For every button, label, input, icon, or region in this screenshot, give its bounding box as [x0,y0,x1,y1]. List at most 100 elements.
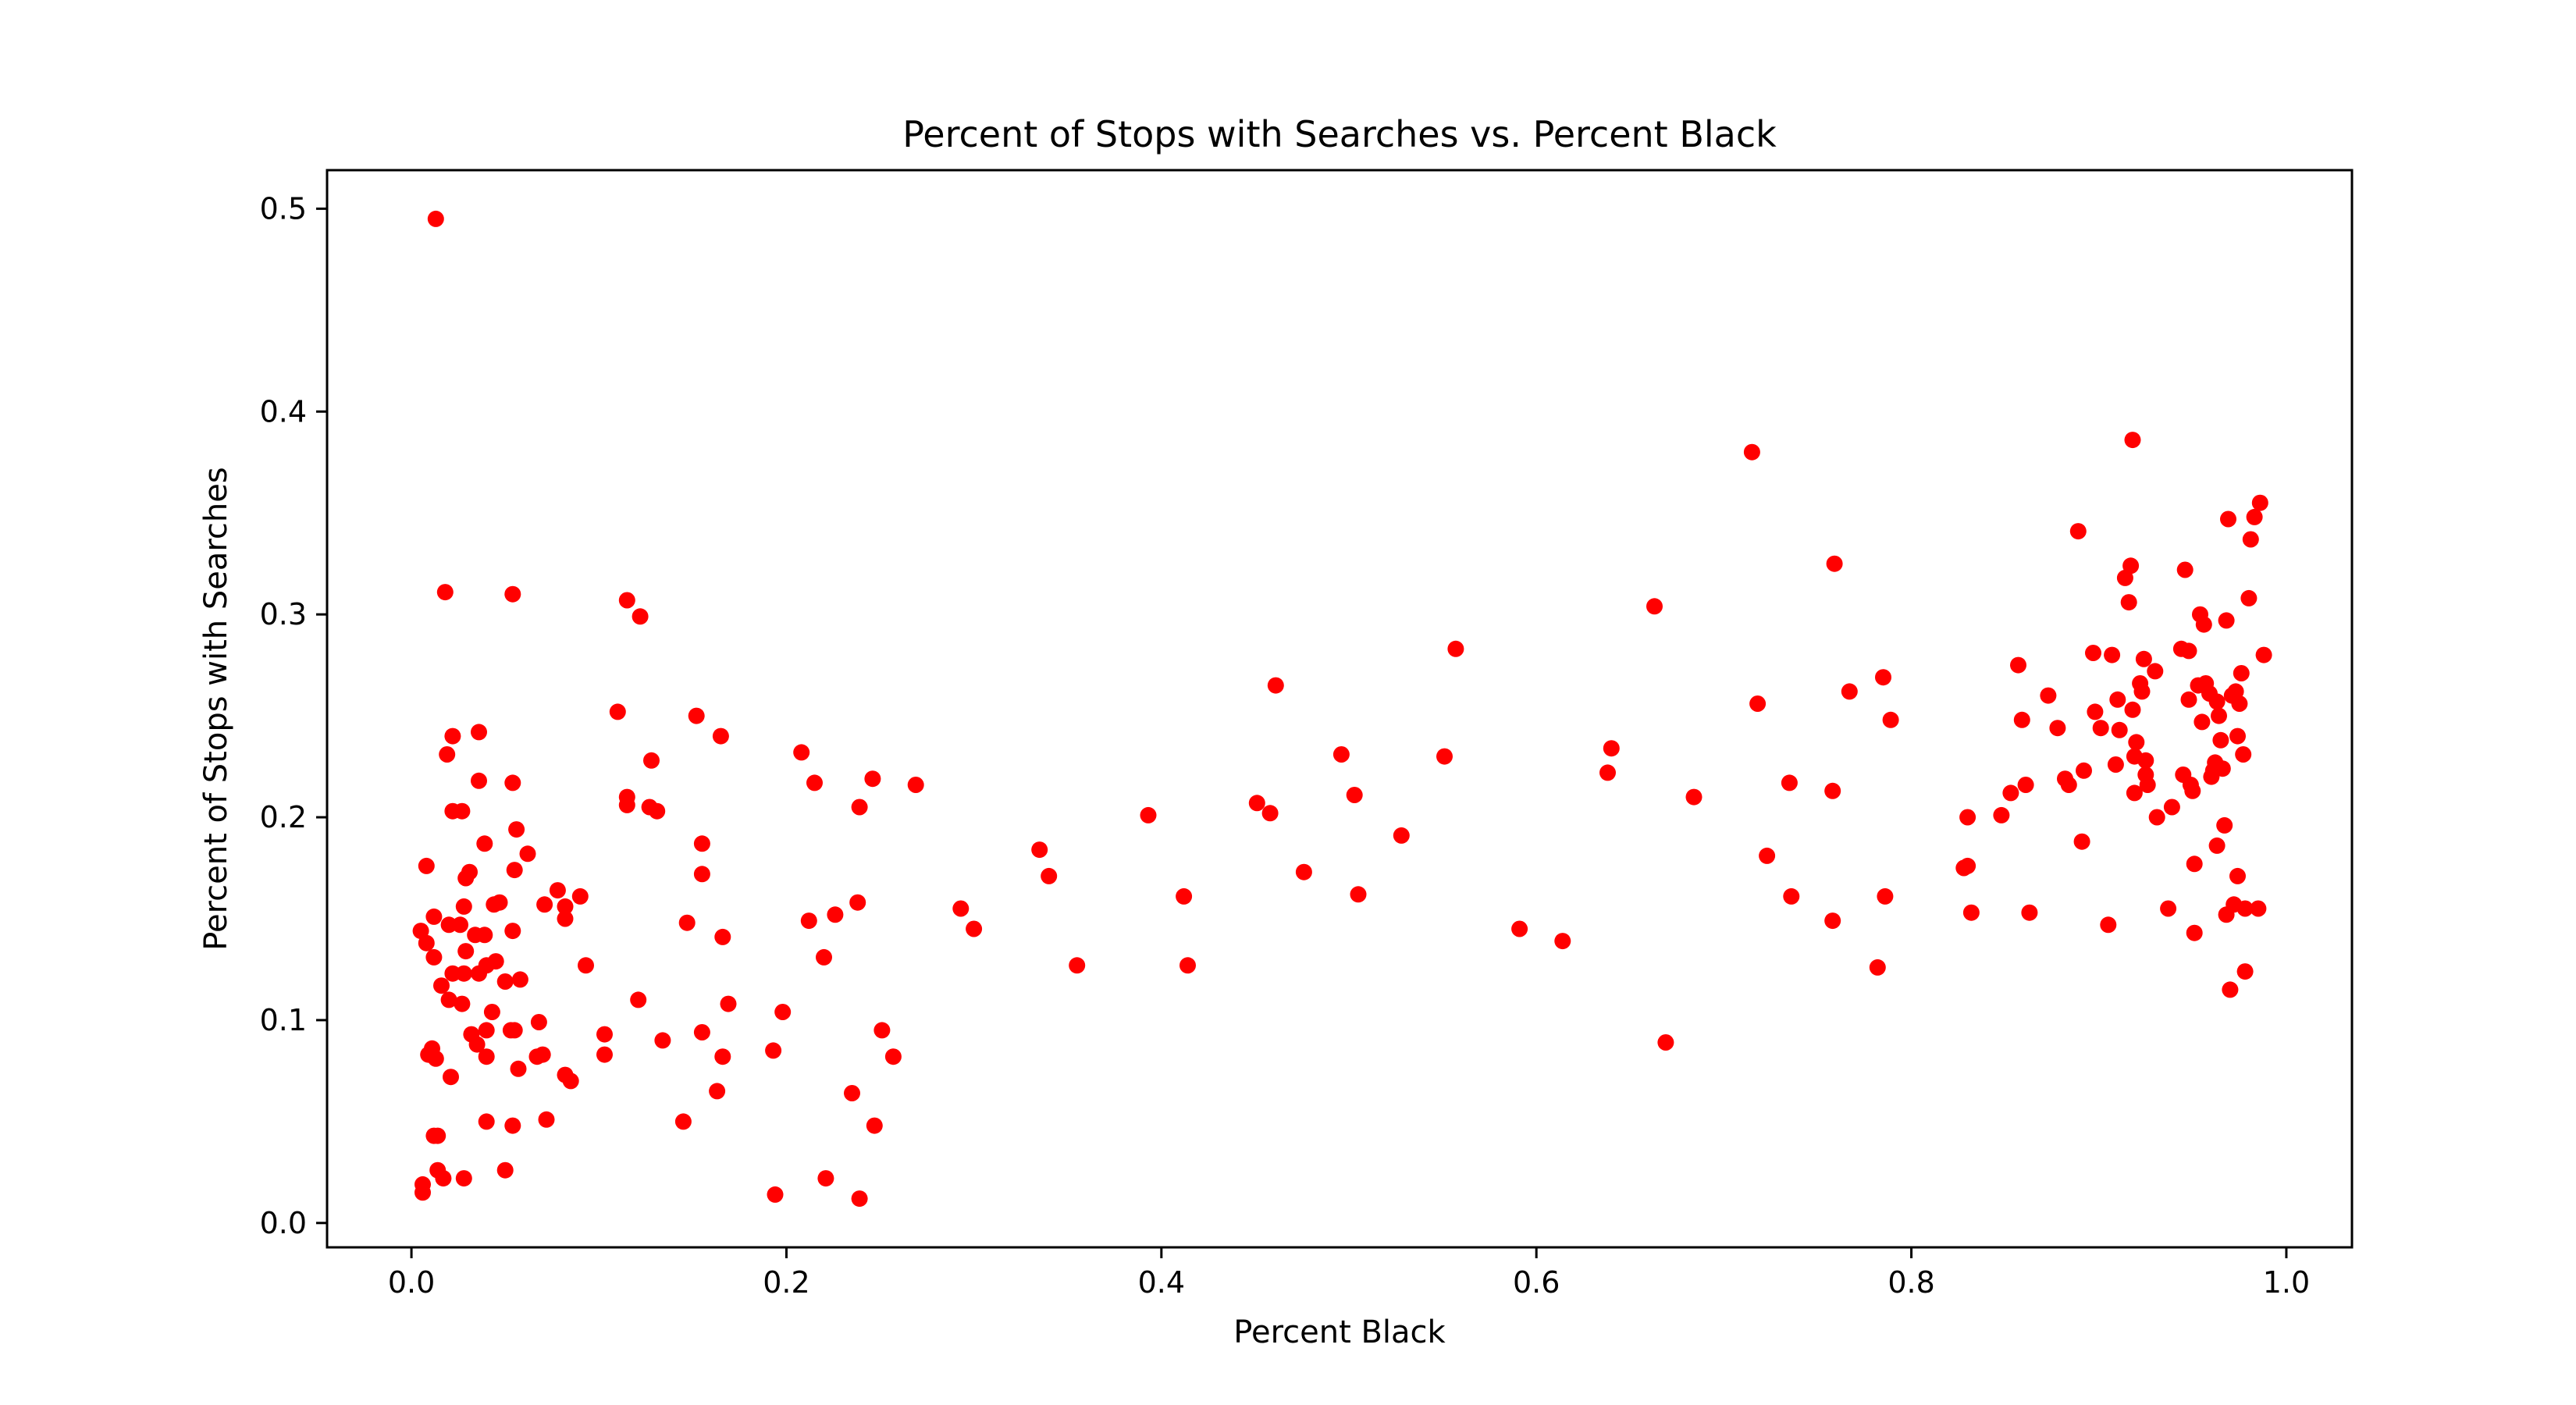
data-point [618,796,635,813]
data-point [418,857,435,874]
data-point [2242,531,2259,548]
data-point [2233,665,2250,681]
data-point [504,774,521,791]
data-point [873,1022,891,1039]
data-point [851,1190,868,1208]
data-point [1993,806,2010,823]
data-point [457,943,475,960]
data-point [538,1111,555,1128]
data-point [1332,746,1350,763]
data-point [1599,764,1616,781]
data-point [714,1048,731,1065]
data-point [2216,816,2233,834]
data-point [420,1046,437,1063]
data-point [1759,847,1776,864]
data-point [2147,663,2164,680]
data-point [678,914,696,931]
data-point [907,777,924,793]
data-point [496,1161,514,1179]
data-point [827,906,844,923]
data-point [2013,711,2030,728]
data-point [2087,703,2104,720]
data-point [2208,837,2226,854]
data-point [519,845,536,863]
data-point [693,835,710,852]
data-point [471,724,487,741]
data-point [2073,833,2090,850]
data-point [2194,713,2211,731]
data-point [511,971,528,988]
data-point [425,948,443,966]
data-point [2160,900,2177,917]
x-tick-label: 0.6 [1513,1265,1560,1300]
data-point [506,862,523,879]
data-point [2222,981,2239,998]
data-point [1875,669,1891,686]
data-point [436,584,454,601]
data-point [2163,799,2180,816]
data-point [596,1046,613,1063]
data-point [866,1117,883,1134]
data-point [2208,693,2226,710]
data-point [1685,788,1703,806]
data-point [444,727,461,745]
data-point [2148,809,2165,826]
data-point [452,916,468,934]
data-point [693,1024,710,1040]
chart-title: Percent of Stops with Searches vs. Perce… [902,113,1777,155]
y-tick-label: 0.5 [260,191,307,226]
y-tick-label: 0.3 [260,597,307,631]
data-point [649,802,666,820]
x-tick-label: 0.4 [1138,1265,1185,1300]
data-point [2111,721,2128,738]
data-point [476,835,493,852]
data-point [609,703,626,720]
data-point [2133,683,2151,700]
data-point [1841,683,1858,700]
data-point [433,977,450,994]
x-axis-label: Percent Black [1233,1314,1446,1350]
y-tick-label: 0.1 [260,1003,307,1037]
data-point [1346,787,1363,803]
data-point [1959,809,1976,826]
data-point [504,923,521,940]
data-point [793,744,810,761]
data-point [1781,774,1798,791]
data-point [1962,904,1980,921]
data-point [2092,720,2109,737]
data-point [571,887,589,905]
x-axis-ticks: 0.0 0.2 0.4 0.6 0.8 1.0 [388,1247,2310,1300]
data-point [504,1117,521,1134]
data-point [618,592,635,609]
data-point [2231,695,2248,712]
data-point [1179,957,1196,974]
data-point [534,1046,551,1063]
data-point [1749,695,1767,712]
data-point [1869,959,1886,976]
data-point [688,707,705,724]
data-point [1646,598,1663,615]
data-point [2186,924,2203,941]
data-point [817,1170,834,1187]
data-point [557,910,574,927]
data-point [1826,555,1843,572]
data-point [496,973,514,990]
data-point [455,898,472,915]
data-point [2211,707,2227,724]
data-point [2017,777,2034,793]
data-point [2236,900,2254,917]
data-point [1031,841,1048,859]
data-point [2240,589,2258,606]
data-point [693,866,710,883]
data-points [412,210,2272,1208]
x-tick-label: 0.0 [388,1265,435,1300]
data-point [455,965,472,982]
data-point [2107,756,2124,773]
x-tick-label: 1.0 [2263,1265,2310,1300]
data-point [468,1036,486,1053]
data-point [714,928,731,945]
data-point [1267,677,1284,694]
data-point [2069,523,2087,540]
